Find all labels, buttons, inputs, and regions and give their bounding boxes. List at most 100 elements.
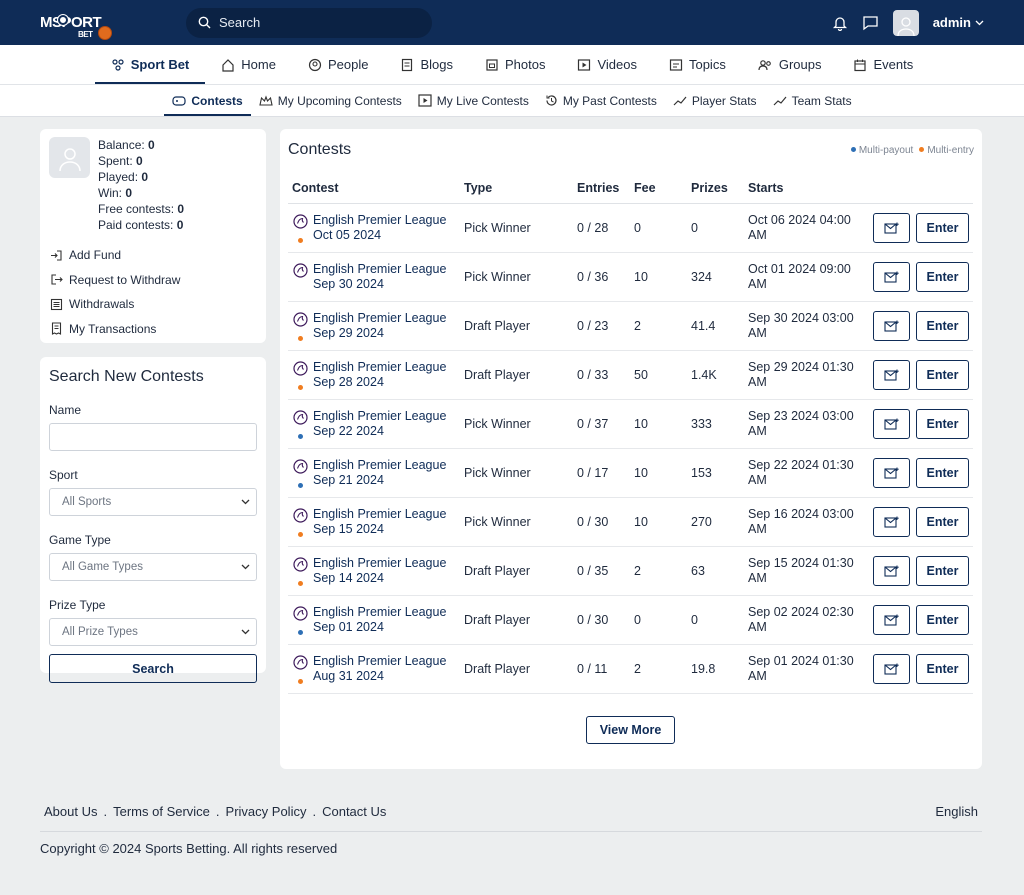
language-link[interactable]: English [935,803,978,819]
table-row: English Premier League Sep 21 2024 Pick Wi… [288,448,973,498]
contest-type: Draft Player [460,644,573,694]
tab-upcoming[interactable]: My Upcoming Contests [251,85,410,116]
chat-icon[interactable] [862,15,879,31]
contest-name[interactable]: English Premier League Oct 05 2024 [292,213,456,243]
invite-button[interactable] [873,457,910,488]
contest-name[interactable]: English Premier League Sep 29 2024 [292,311,456,341]
invite-button[interactable] [873,506,910,537]
invite-button[interactable] [873,653,910,684]
contest-name[interactable]: English Premier League Sep 01 2024 [292,605,456,635]
enter-button[interactable]: Enter [916,212,969,243]
enter-button[interactable]: Enter [916,310,969,341]
starts-text: Oct 01 2024 09:00 AM [748,262,862,292]
contest-date: Sep 28 2024 [313,374,384,389]
nav-item-groups[interactable]: Groups [742,45,838,84]
league-name: English Premier League [313,408,447,423]
nav-item-home[interactable]: Home [205,45,292,84]
nav-item-sport-bet[interactable]: Sport Bet [94,45,206,84]
chevron-down-icon [241,499,250,505]
enter-button[interactable]: Enter [916,604,969,635]
orange-dot-icon [919,147,925,153]
game-type-select[interactable]: All Game Types [49,553,257,581]
blue-dot-icon [297,482,303,488]
footer-link[interactable]: About Us [44,803,98,819]
enter-button[interactable]: Enter [916,653,969,684]
blue-dot-icon [850,147,856,153]
starts-text: Sep 23 2024 03:00 AM [748,409,862,439]
tab-contests[interactable]: Contests [164,85,251,116]
nav-item-events[interactable]: Events [837,45,929,84]
contest-name[interactable]: English Premier League Sep 15 2024 [292,507,456,537]
nav-item-label: Topics [688,57,726,72]
enter-button[interactable]: Enter [916,506,969,537]
contest-entries: 0 / 33 [573,350,630,400]
contest-fee: 2 [630,546,687,596]
contest-type: Draft Player [460,595,573,645]
contest-actions: Enter [866,546,973,596]
tab-live[interactable]: My Live Contests [410,85,537,116]
invite-button[interactable] [873,310,910,341]
search-input[interactable]: Search [186,7,432,38]
tab-past[interactable]: My Past Contests [537,85,665,116]
contest-name[interactable]: English Premier League Sep 21 2024 [292,458,456,488]
invite-button[interactable] [873,212,910,243]
mail-icon [884,565,899,577]
nav-item-videos[interactable]: Videos [561,45,653,84]
free-contests-value: 0 [177,202,185,216]
invite-button[interactable] [873,555,910,586]
footer-link[interactable]: Terms of Service [113,803,210,819]
contest-name[interactable]: English Premier League Aug 31 2024 [292,654,456,684]
mail-icon [884,271,899,283]
account-link-transactions[interactable]: My Transactions [50,317,256,342]
sport-select[interactable]: All Sports [49,488,257,516]
account-link-withdraw[interactable]: Request to Withdraw [50,268,256,293]
contest-type: Pick Winner [460,203,573,253]
footer-link[interactable]: Contact Us [322,803,387,819]
contests-card: Contests Multi-payout Multi-entry Contes… [280,129,982,769]
name-input[interactable] [49,423,257,451]
contest-name[interactable]: English Premier League Sep 22 2024 [292,409,456,439]
account-link-add-fund[interactable]: Add Fund [50,243,256,268]
invite-button[interactable] [873,359,910,390]
enter-button[interactable]: Enter [916,555,969,586]
prize-type-select[interactable]: All Prize Types [49,618,257,646]
enter-button[interactable]: Enter [916,261,969,292]
enter-button[interactable]: Enter [916,359,969,390]
balance-value: 0 [148,138,155,152]
contest-name[interactable]: English Premier League Sep 14 2024 [292,556,456,586]
contest-starts: Sep 29 2024 01:30 AM [744,350,866,400]
invite-button[interactable] [873,408,910,439]
view-more-button[interactable]: View More [586,716,675,744]
nav-item-people[interactable]: People [292,45,384,84]
nav-item-topics[interactable]: Topics [653,45,742,84]
tab-team-stats[interactable]: Team Stats [765,85,860,116]
invite-button[interactable] [873,261,910,292]
tab-player-stats[interactable]: Player Stats [665,85,765,116]
contest-type: Pick Winner [460,399,573,449]
account-link-withdrawals[interactable]: Withdrawals [50,292,256,317]
invite-button[interactable] [873,604,910,635]
starts-datetime: Sep 30 2024 03:00 [748,310,854,325]
user-menu[interactable]: admin [933,15,984,30]
trend-icon [773,95,787,107]
action-group: Enter [870,310,969,341]
bell-icon[interactable] [832,15,848,31]
contest-name[interactable]: English Premier League Sep 30 2024 [292,262,456,292]
contest-starts: Oct 06 2024 04:00 AM [744,203,866,253]
sub-nav: Contests My Upcoming Contests My Live Cont… [0,85,1024,117]
enter-button[interactable]: Enter [916,408,969,439]
starts-text: Oct 06 2024 04:00 AM [748,213,862,243]
action-group: Enter [870,408,969,439]
contest-name[interactable]: English Premier League Sep 28 2024 [292,360,456,390]
avatar[interactable] [892,9,919,36]
site-logo[interactable]: MSPORT BET [40,8,126,40]
prize-type-select-value: All Prize Types [62,626,138,638]
footer-link[interactable]: Privacy Policy [225,803,307,819]
contest-fee: 2 [630,301,687,351]
search-button[interactable]: Search [49,654,257,683]
enter-button[interactable]: Enter [916,457,969,488]
column-header: Entries [573,173,630,204]
league-badge [292,409,308,439]
nav-item-blogs[interactable]: Blogs [384,45,469,84]
nav-item-photos[interactable]: Photos [469,45,561,84]
